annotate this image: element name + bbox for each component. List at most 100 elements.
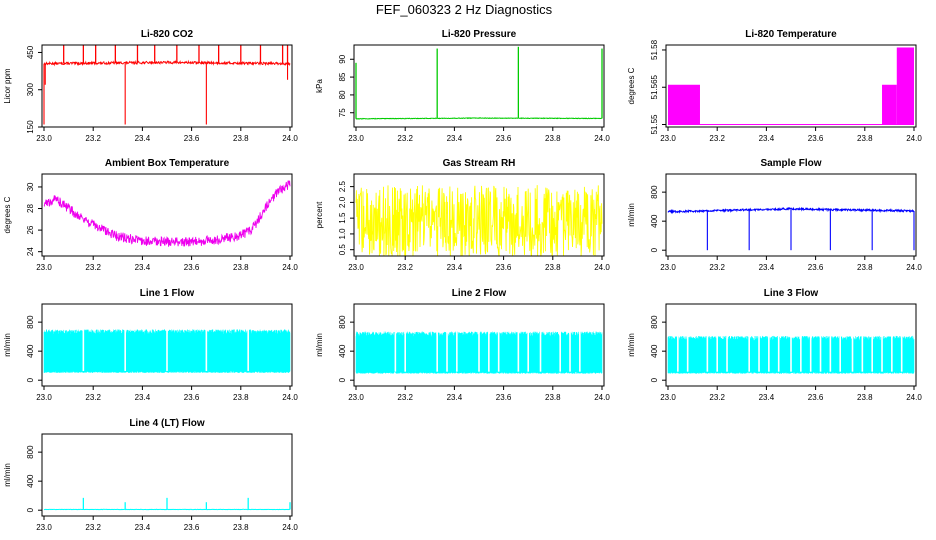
- plot-frame-line3: [665, 303, 917, 387]
- y-axis-label-line4: ml/min: [3, 463, 12, 487]
- x-tick-label-line3-1: 23.2: [709, 393, 725, 402]
- panel-title-co2: Li-820 CO2: [141, 29, 194, 40]
- plot-frame-pressure: [353, 44, 605, 128]
- x-tick-label-line1-0: 23.0: [36, 393, 52, 402]
- y-tick-label-line3-0: 0: [650, 377, 659, 382]
- panel-line3: Line 3 Flow ml/min 23.0 23.2 23.4 23.6 23.8 24.…: [627, 288, 922, 402]
- series-line-boxtemp: [43, 179, 291, 247]
- x-tick-label-rh-0: 23.0: [348, 263, 364, 272]
- x-tick-label-sampleflow-0: 23.0: [660, 263, 676, 272]
- x-tick-label-line2-4: 23.8: [545, 393, 561, 402]
- x-tick-label-co2-1: 23.2: [85, 134, 101, 143]
- y-tick-label-line4-1: 400: [26, 474, 35, 488]
- x-tick-label-line1-1: 23.2: [85, 393, 101, 402]
- y-tick-label-pressure-0: 75: [338, 108, 347, 117]
- y-axis-label-rh: percent: [315, 201, 324, 228]
- temp-block-li820temp-1: [882, 84, 897, 125]
- plot-frame-sampleflow: [665, 173, 917, 257]
- x-tick-label-line3-2: 23.4: [759, 393, 775, 402]
- panel-pressure: Li-820 Pressure kPa 23.0 23.2 23.4 23.6 23.8 24…: [315, 29, 610, 143]
- y-tick-label-rh-1: 1.0: [338, 228, 347, 240]
- x-tick-label-sampleflow-4: 23.8: [857, 263, 873, 272]
- x-tick-label-pressure-2: 23.4: [447, 134, 463, 143]
- x-tick-label-line4-4: 23.8: [233, 523, 249, 532]
- series-fill-line3: [667, 335, 915, 374]
- panel-boxtemp: Ambient Box Temperature degrees C 23.0 23.2…: [3, 158, 298, 272]
- x-tick-label-line4-2: 23.4: [135, 523, 151, 532]
- x-tick-label-line4-0: 23.0: [36, 523, 52, 532]
- x-tick-label-li820temp-4: 23.8: [857, 134, 873, 143]
- x-tick-label-rh-3: 23.6: [496, 263, 512, 272]
- y-tick-label-line2-2: 800: [338, 315, 347, 329]
- x-tick-label-pressure-4: 23.8: [545, 134, 561, 143]
- x-tick-label-boxtemp-4: 23.8: [233, 263, 249, 272]
- y-tick-label-boxtemp-1: 26: [26, 225, 35, 234]
- series-line-rh: [355, 185, 603, 257]
- x-tick-label-line1-3: 23.6: [184, 393, 200, 402]
- x-tick-label-boxtemp-0: 23.0: [36, 263, 52, 272]
- x-tick-label-li820temp-3: 23.6: [808, 134, 824, 143]
- panel-line2: Line 2 Flow ml/min 23.0 23.2 23.4 23.6 23.8 24.…: [315, 288, 610, 402]
- x-tick-label-li820temp-0: 23.0: [660, 134, 676, 143]
- temp-block-li820temp-0: [668, 84, 700, 125]
- series-fill-line2: [355, 331, 603, 374]
- x-tick-label-rh-1: 23.2: [397, 263, 413, 272]
- plot-frame-line1: [41, 303, 293, 387]
- x-tick-label-line2-5: 24.0: [594, 393, 610, 402]
- y-tick-label-co2-2: 450: [26, 45, 35, 59]
- plot-frame-li820temp: [665, 44, 917, 128]
- y-axis-label-line1: ml/min: [3, 333, 12, 357]
- x-tick-label-pressure-0: 23.0: [348, 134, 364, 143]
- y-tick-label-line1-1: 400: [26, 344, 35, 358]
- panel-title-li820temp: Li-820 Temperature: [745, 29, 837, 40]
- x-tick-label-co2-4: 23.8: [233, 134, 249, 143]
- x-tick-label-boxtemp-2: 23.4: [135, 263, 151, 272]
- y-tick-label-line1-0: 0: [26, 377, 35, 382]
- temp-block-li820temp-2: [896, 47, 914, 125]
- panel-title-line4: Line 4 (LT) Flow: [129, 418, 205, 429]
- x-tick-label-sampleflow-1: 23.2: [709, 263, 725, 272]
- x-tick-label-co2-2: 23.4: [135, 134, 151, 143]
- x-tick-label-line2-0: 23.0: [348, 393, 364, 402]
- x-tick-label-line1-2: 23.4: [135, 393, 151, 402]
- x-tick-label-line1-5: 24.0: [282, 393, 298, 402]
- panel-title-boxtemp: Ambient Box Temperature: [105, 158, 230, 169]
- figure-title: FEF_060323 2 Hz Diagnostics: [376, 2, 553, 17]
- plot-frame-line4: [41, 433, 293, 517]
- x-tick-label-boxtemp-3: 23.6: [184, 263, 200, 272]
- y-tick-label-line4-2: 800: [26, 445, 35, 459]
- y-axis-label-line3: ml/min: [627, 333, 636, 357]
- y-tick-label-li820temp-2: 51.58: [650, 39, 659, 60]
- y-tick-label-boxtemp-3: 30: [26, 182, 35, 191]
- series-rh: [355, 185, 603, 257]
- x-tick-label-rh-2: 23.4: [447, 263, 463, 272]
- y-tick-label-sampleflow-1: 400: [650, 214, 659, 228]
- panel-title-sampleflow: Sample Flow: [760, 158, 821, 169]
- series-line-co2: [43, 59, 291, 67]
- x-tick-label-co2-3: 23.6: [184, 134, 200, 143]
- y-tick-label-li820temp-0: 51.55: [650, 114, 659, 135]
- x-tick-label-pressure-5: 24.0: [594, 134, 610, 143]
- y-tick-label-sampleflow-2: 800: [650, 185, 659, 199]
- plot-frame-boxtemp: [41, 173, 293, 257]
- x-tick-label-line4-5: 24.0: [282, 523, 298, 532]
- x-tick-label-li820temp-1: 23.2: [709, 134, 725, 143]
- y-tick-label-pressure-2: 85: [338, 72, 347, 81]
- y-tick-label-line1-2: 800: [26, 315, 35, 329]
- x-tick-label-boxtemp-1: 23.2: [85, 263, 101, 272]
- x-tick-label-line2-3: 23.6: [496, 393, 512, 402]
- panel-title-line3: Line 3 Flow: [764, 288, 819, 299]
- y-axis-label-pressure: kPa: [315, 79, 324, 93]
- series-line2: [355, 327, 603, 374]
- panel-sampleflow: Sample Flow ml/min 23.0 23.2 23.4 23.6 23.8 24.…: [627, 158, 922, 272]
- series-line1: [43, 325, 291, 373]
- x-tick-label-li820temp-2: 23.4: [759, 134, 775, 143]
- x-tick-label-co2-5: 24.0: [282, 134, 298, 143]
- y-tick-label-pressure-1: 80: [338, 90, 347, 99]
- x-tick-label-sampleflow-3: 23.6: [808, 263, 824, 272]
- y-tick-label-rh-4: 2.5: [338, 181, 347, 193]
- series-line-pressure: [355, 117, 603, 120]
- series-fill-line1: [43, 329, 291, 373]
- x-tick-label-line3-4: 23.8: [857, 393, 873, 402]
- panel-co2: Li-820 CO2 Licor ppm 23.0 23.2 23.4 23.6 23.8 2…: [3, 29, 298, 143]
